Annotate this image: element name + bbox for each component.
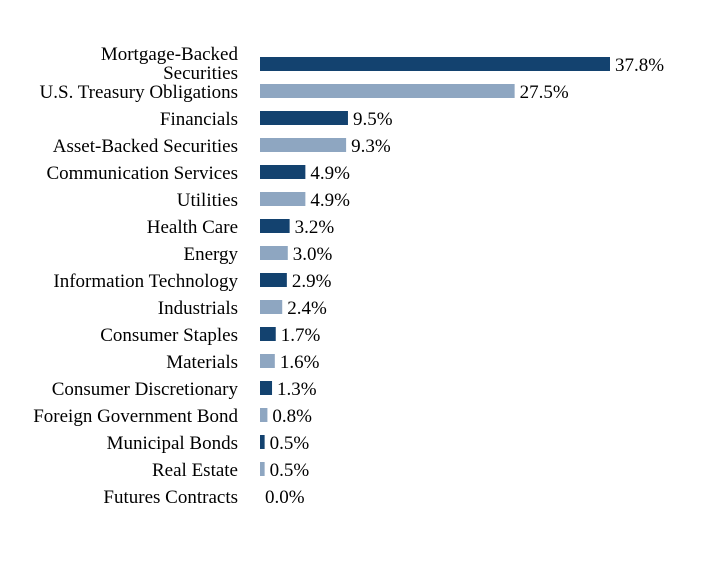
category-label-utilities: Utilities <box>177 190 238 211</box>
bar-health-care <box>260 219 290 233</box>
bar-information-technology <box>260 273 287 287</box>
value-label-energy: 3.0% <box>293 244 333 265</box>
category-label-foreign-government-bond: Foreign Government Bond <box>33 406 238 427</box>
bar-industrials <box>260 300 283 314</box>
bar-communication-services <box>260 165 306 179</box>
bars <box>260 57 610 476</box>
value-label-information-technology: 2.9% <box>292 271 332 292</box>
value-label-mortgage-backed-securities: 37.8% <box>615 55 664 76</box>
value-label-utilities: 4.9% <box>310 190 350 211</box>
value-label-materials: 1.6% <box>280 352 320 373</box>
category-label-industrials: Industrials <box>158 298 238 319</box>
bar-u-s-treasury-obligations <box>260 84 515 98</box>
value-label-real-estate: 0.5% <box>270 460 310 481</box>
value-label-municipal-bonds: 0.5% <box>270 433 310 454</box>
category-label-energy: Energy <box>183 244 238 265</box>
category-label-futures-contracts: Futures Contracts <box>103 487 238 508</box>
value-label-futures-contracts: 0.0% <box>265 487 305 508</box>
value-label-u-s-treasury-obligations: 27.5% <box>520 82 569 103</box>
value-label-communication-services: 4.9% <box>310 163 350 184</box>
bar-municipal-bonds <box>260 435 265 449</box>
bar-foreign-government-bond <box>260 408 268 422</box>
category-label-materials: Materials <box>166 352 238 373</box>
category-label-real-estate: Real Estate <box>152 460 238 481</box>
bar-materials <box>260 354 275 368</box>
bar-financials <box>260 111 348 125</box>
value-label-consumer-discretionary: 1.3% <box>277 379 317 400</box>
category-label-information-technology: Information Technology <box>53 271 238 292</box>
value-label-financials: 9.5% <box>353 109 393 130</box>
category-label-municipal-bonds: Municipal Bonds <box>107 433 238 454</box>
category-label-health-care: Health Care <box>147 217 238 238</box>
bar-utilities <box>260 192 306 206</box>
category-label-u-s-treasury-obligations: U.S. Treasury Obligations <box>40 82 238 103</box>
value-label-foreign-government-bond: 0.8% <box>272 406 312 427</box>
category-label-asset-backed-securities: Asset-Backed Securities <box>53 136 238 157</box>
bar-mortgage-backed-securities <box>260 57 610 71</box>
bar-real-estate <box>260 462 265 476</box>
category-label-mortgage-backed-securities: Mortgage-Backed Securities <box>101 44 239 84</box>
category-label-financials: Financials <box>160 109 238 130</box>
bar-energy <box>260 246 288 260</box>
value-label-health-care: 3.2% <box>295 217 335 238</box>
value-label-consumer-staples: 1.7% <box>281 325 321 346</box>
category-label-communication-services: Communication Services <box>46 163 238 184</box>
value-label-asset-backed-securities: 9.3% <box>351 136 391 157</box>
bar-consumer-discretionary <box>260 381 273 395</box>
category-label-consumer-staples: Consumer Staples <box>100 325 238 346</box>
value-labels: 37.8%27.5%9.5%9.3%4.9%4.9%3.2%3.0%2.9%2.… <box>265 55 664 508</box>
category-label-consumer-discretionary: Consumer Discretionary <box>52 379 239 400</box>
bar-consumer-staples <box>260 327 276 341</box>
bar-asset-backed-securities <box>260 138 347 152</box>
value-label-industrials: 2.4% <box>287 298 327 319</box>
